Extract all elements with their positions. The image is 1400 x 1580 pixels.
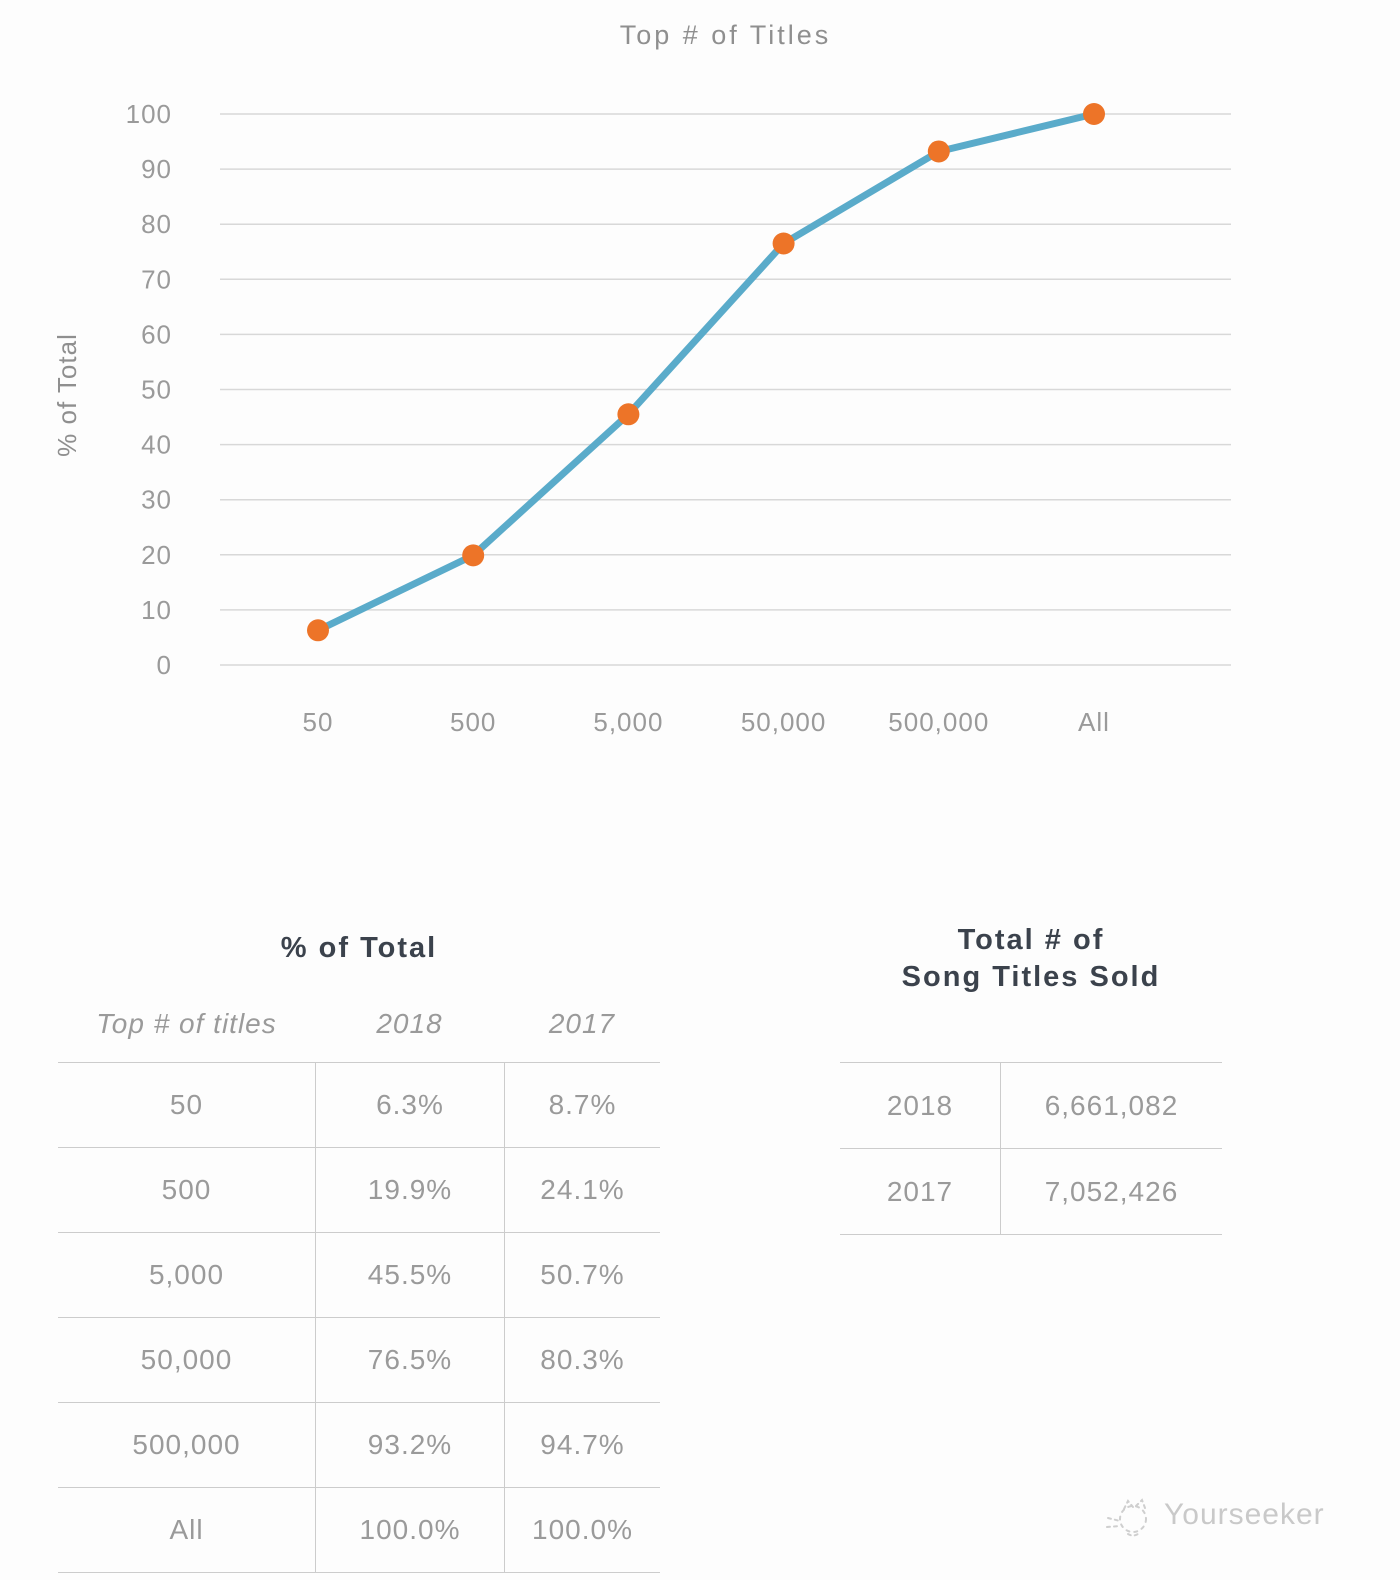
y-tick-label: 30	[141, 485, 172, 515]
table-cell: 100.0%	[315, 1488, 504, 1572]
table-cell: 50.7%	[504, 1233, 660, 1317]
data-point	[307, 619, 329, 642]
watermark: Yourseeker	[1102, 1488, 1325, 1542]
table-cell: 6,661,082	[1000, 1063, 1222, 1148]
percent-table-column-header: Top # of titles	[96, 1008, 277, 1039]
line-chart: 0 10 20 30 40 50 60 70 80 90 100 % of Total 50 500 5,0…	[52, 99, 1231, 737]
table-row: 500 19.9% 24.1%	[58, 1147, 660, 1232]
y-tick-label: 60	[141, 319, 172, 349]
percent-table-body: 50 6.3% 8.7% 500 19.9% 24.1% 5,000 45.5% 50.7% 50…	[58, 1062, 660, 1573]
table-cell: 500	[161, 1174, 212, 1205]
table-cell: 2018	[886, 1089, 954, 1121]
totals-table-title-line1: Total # of	[957, 924, 1105, 956]
y-tick-label: 100	[126, 99, 172, 129]
percent-table-header-row: Top # of titles 2018 2017	[58, 986, 660, 1062]
table-row: 500,000 93.2% 94.7%	[58, 1402, 660, 1487]
table-row: 2018 6,661,082	[840, 1062, 1222, 1148]
table-cell: 94.7%	[504, 1403, 660, 1487]
data-point	[927, 140, 950, 163]
table-cell: All	[169, 1514, 204, 1545]
table-cell: 100.0%	[504, 1488, 660, 1572]
table-row: 2017 7,052,426	[840, 1148, 1222, 1235]
y-tick-label: 10	[141, 595, 172, 625]
data-point	[772, 232, 795, 255]
chart-title: Top # of Titles	[619, 20, 832, 50]
y-tick-label: 90	[141, 154, 172, 184]
data-point	[462, 544, 485, 567]
table-cell: 76.5%	[315, 1318, 504, 1402]
table-cell: 93.2%	[315, 1403, 504, 1487]
table-cell: 6.3%	[315, 1063, 504, 1147]
x-tick-label: All	[1078, 707, 1110, 737]
y-tick-label: 40	[141, 430, 172, 460]
percent-table-column-header: 2017	[548, 1008, 616, 1039]
watermark-text: Yourseeker	[1164, 1498, 1325, 1531]
x-tick-label: 500	[450, 707, 496, 737]
table-cell: 50,000	[140, 1344, 233, 1375]
table-row: 50,000 76.5% 80.3%	[58, 1317, 660, 1402]
totals-table: Total # of Song Titles Sold 2018 6,661,08…	[840, 922, 1222, 1235]
totals-table-title-line2: Song Titles Sold	[901, 961, 1161, 993]
totals-table-body: 2018 6,661,082 2017 7,052,426	[840, 1062, 1222, 1235]
y-tick-label: 50	[141, 375, 172, 405]
x-tick-label: 5,000	[593, 707, 663, 737]
x-tick-label: 500,000	[888, 707, 989, 737]
percent-table-column-header: 2018	[376, 1008, 443, 1039]
table-row: 50 6.3% 8.7%	[58, 1062, 660, 1147]
x-tick-label: 50,000	[741, 707, 827, 737]
series-line	[314, 110, 1098, 634]
table-cell: 80.3%	[504, 1318, 660, 1402]
table-row: All 100.0% 100.0%	[58, 1487, 660, 1573]
table-cell: 2017	[886, 1175, 954, 1207]
table-cell: 24.1%	[504, 1148, 660, 1232]
table-cell: 50	[169, 1089, 204, 1120]
table-row: 5,000 45.5% 50.7%	[58, 1232, 660, 1317]
y-tick-label: 80	[141, 209, 172, 239]
table-cell: 45.5%	[315, 1233, 504, 1317]
percent-table-title: % of Total	[280, 932, 438, 964]
cat-logo-icon	[1106, 1498, 1147, 1537]
table-cell: 500,000	[132, 1429, 241, 1460]
table-cell: 19.9%	[315, 1148, 504, 1232]
y-tick-label: 20	[141, 540, 172, 570]
table-cell: 8.7%	[504, 1063, 660, 1147]
y-axis-label: % of Total	[52, 333, 82, 457]
table-cell: 5,000	[148, 1259, 225, 1290]
data-point	[617, 403, 640, 426]
x-tick-label: 50	[303, 707, 334, 737]
data-point	[1083, 103, 1105, 125]
table-cell: 7,052,426	[1000, 1149, 1222, 1234]
totals-table-title: Total # of Song Titles Sold	[840, 922, 1222, 996]
percent-of-total-table: % of Total Top # of titles 2018 2017 50 6.3…	[58, 930, 660, 1573]
y-tick-label: 0	[157, 650, 172, 680]
y-tick-label: 70	[141, 264, 172, 294]
